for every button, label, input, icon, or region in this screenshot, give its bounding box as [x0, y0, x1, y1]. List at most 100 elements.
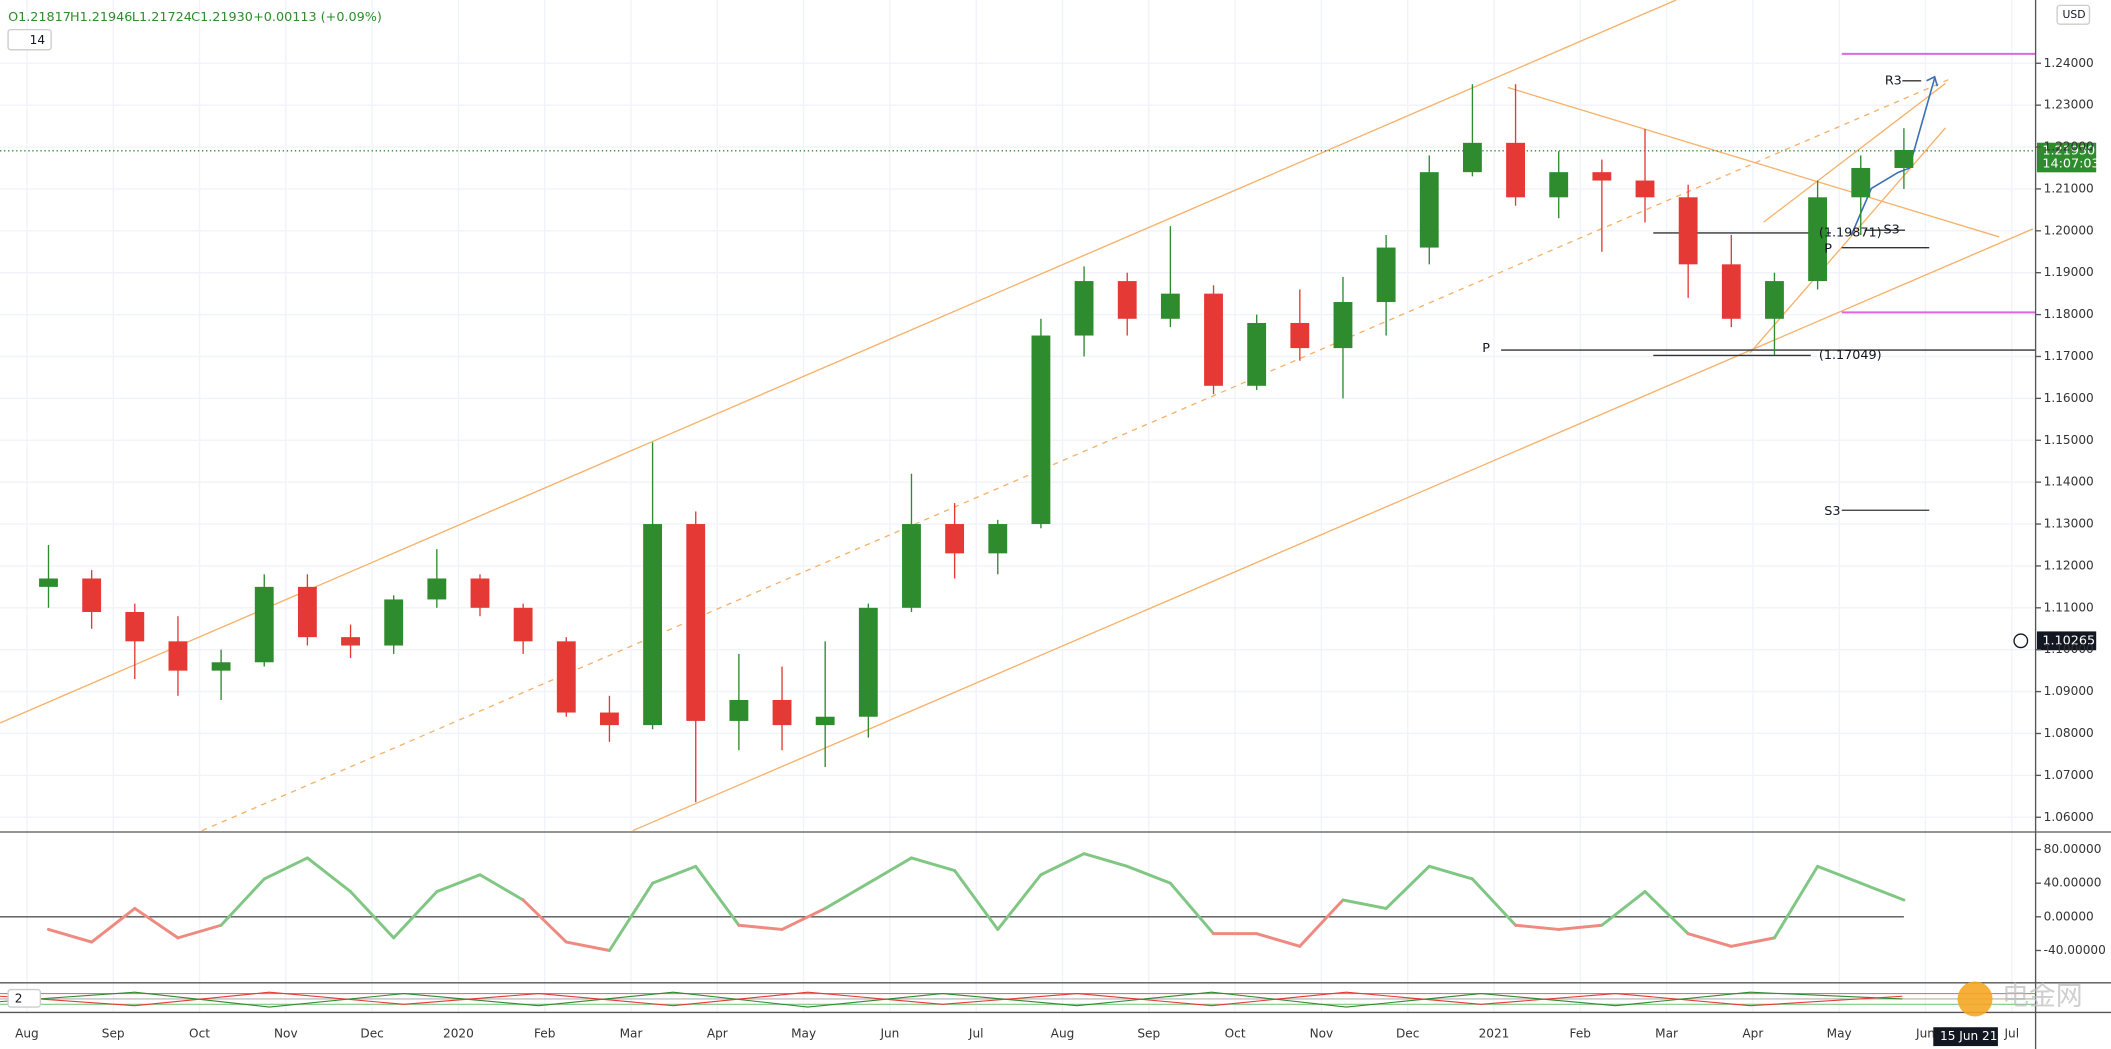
cursor-date: 15 Jun 21 [1940, 1029, 1997, 1043]
price-tag-label: 1.21930 [2042, 143, 2095, 158]
annotation: S3 [1883, 223, 1899, 238]
candle-body [1549, 172, 1569, 198]
y-tick-label: 40.00000 [2044, 876, 2102, 890]
candle-body [902, 524, 921, 608]
candle-body [341, 637, 360, 646]
currency: USD [2063, 8, 2086, 21]
oscillator-segment [133, 906, 180, 940]
candle-body [1160, 293, 1180, 319]
oscillator-segment [521, 898, 568, 944]
candle-body [297, 586, 317, 638]
annotation: P [1482, 341, 1490, 356]
oscillator-segment [47, 927, 94, 944]
oscillator-segment [780, 906, 827, 931]
candle-body [1635, 180, 1655, 198]
x-tick-label: Oct [1225, 1026, 1246, 1040]
candle-body [1376, 247, 1396, 303]
candle-body [1419, 172, 1439, 248]
candle-body [1506, 142, 1525, 198]
candle-body [254, 586, 274, 663]
x-tick-label: Aug [1051, 1026, 1075, 1040]
oscillator-segment [219, 877, 266, 927]
candle-body [168, 641, 188, 671]
oscillator-segment [866, 856, 913, 885]
x-tick-label: Mar [620, 1026, 643, 1040]
price-tag [2036, 142, 2097, 173]
y-tick-label: 1.06000 [2044, 810, 2094, 824]
candle-body [643, 524, 663, 726]
y-tick-label: 1.20000 [2044, 223, 2094, 237]
x-tick-label: Nov [1310, 1026, 1334, 1040]
y-tick-label: 0.00000 [2044, 909, 2094, 923]
candle-body [211, 662, 231, 671]
y-tick-label: 1.09000 [2044, 684, 2094, 698]
lower-indicator [0, 991, 2036, 1008]
candle-body [1851, 167, 1871, 198]
candle-body [1808, 197, 1828, 282]
indicator-toggle[interactable] [7, 28, 52, 51]
oscillator-segment [435, 873, 482, 894]
candle-body [1247, 322, 1267, 386]
oscillator-segment [1125, 864, 1172, 885]
x-tick-label: Dec [360, 1026, 383, 1040]
oscillator-segment [1427, 864, 1474, 881]
x-tick-label: Jul [968, 1026, 984, 1040]
crosshair-add[interactable] [2013, 633, 2029, 649]
candle-body [125, 612, 145, 642]
y-tick-label: 1.14000 [2044, 475, 2094, 489]
oscillator-segment [1557, 923, 1604, 931]
ohlc-change: +0.00113 (+0.09%) [253, 10, 382, 25]
candle-body [1117, 281, 1137, 319]
lower-legend: 2 [15, 991, 23, 1005]
oscillator-segment [1816, 864, 1863, 885]
oscillator-segment [1514, 923, 1561, 931]
oscillator-segment [90, 906, 137, 944]
candle-body [729, 699, 749, 721]
annotation: P [1824, 242, 1832, 257]
y-tick-label: 1.07000 [2044, 768, 2094, 782]
candle-body [858, 607, 878, 717]
currency-button[interactable] [2056, 4, 2091, 25]
y-tick-label: 1.08000 [2044, 726, 2094, 740]
x-tick-label: Dec [1396, 1026, 1419, 1040]
candle-body [513, 607, 533, 642]
oscillator-segment [1298, 898, 1345, 948]
candle-body [1204, 293, 1223, 386]
candle-body [815, 716, 835, 726]
oscillator-segment [564, 940, 611, 952]
annotation: (1.17049) [1819, 348, 1882, 363]
x-tick-label: Sep [102, 1026, 125, 1040]
x-tick-label: Oct [189, 1026, 210, 1040]
x-tick-label: Apr [707, 1026, 728, 1040]
oscillator-segment [1643, 890, 1690, 936]
oscillator-segment [953, 869, 1000, 931]
oscillator-segment [1255, 932, 1302, 948]
candle-body [384, 599, 404, 646]
indicator-legend: 14 [30, 33, 46, 47]
x-tick-label: Jun [1915, 1026, 1935, 1040]
candle-body [1462, 142, 1482, 173]
oscillator-segment [349, 890, 396, 940]
y-tick-label: 1.24000 [2044, 56, 2094, 70]
oscillator-segment [262, 856, 309, 881]
oscillator-segment [305, 856, 353, 894]
x-tick-label: May [1827, 1026, 1852, 1040]
x-tick-label: May [791, 1026, 816, 1040]
candle-body [1592, 172, 1612, 181]
y-tick-label: 1.21000 [2044, 181, 2094, 195]
oscillator-segment [1168, 881, 1216, 936]
x-tick-label: Sep [1137, 1026, 1160, 1040]
oscillator-segment [478, 873, 525, 902]
y-tick-label: 1.12000 [2044, 558, 2094, 572]
candle-body [1031, 335, 1051, 525]
y-tick-label: 1.16000 [2044, 391, 2094, 405]
y-tick-label: 1.19000 [2044, 265, 2094, 279]
candle-body [556, 641, 576, 713]
candle-body [39, 578, 58, 587]
candle-body [600, 712, 619, 726]
candle-body [772, 699, 792, 726]
watermark: 电金网 [2002, 981, 2083, 1012]
oscillator-segment [607, 881, 655, 952]
y-tick-label: 1.17000 [2044, 349, 2094, 363]
